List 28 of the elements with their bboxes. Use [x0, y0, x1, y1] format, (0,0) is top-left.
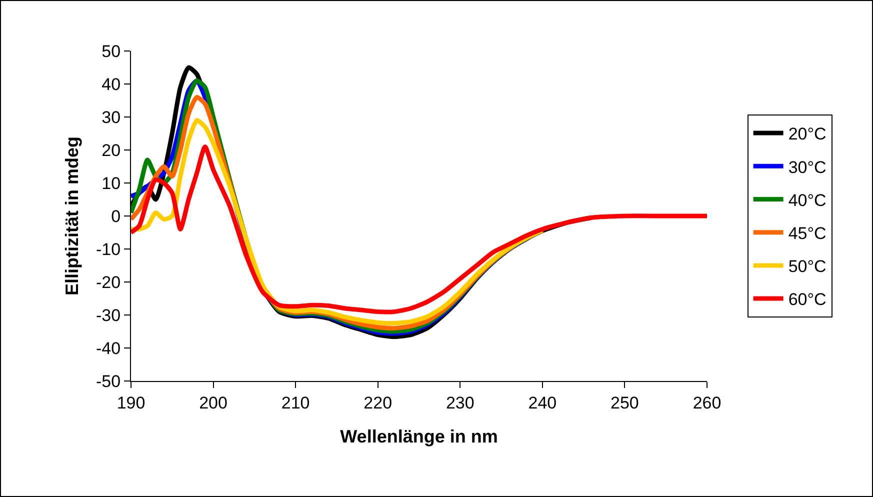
x-tick-label: 190	[116, 393, 146, 412]
x-tick-label: 250	[610, 393, 639, 412]
y-axis-title: Elliptizität in mdeg	[62, 136, 82, 296]
x-tick-label: 230	[446, 393, 474, 412]
x-tick-label: 200	[199, 393, 228, 412]
y-tick-label: 30	[102, 108, 121, 127]
x-tick-label: 240	[528, 393, 557, 412]
legend-label: 20°C	[788, 124, 826, 144]
legend-label: 60°C	[788, 290, 826, 310]
y-tick-label: 50	[102, 42, 121, 61]
y-tick-label: -20	[96, 272, 121, 292]
legend-label: 50°C	[788, 257, 826, 276]
legend-label: 40°C	[788, 190, 826, 210]
y-tick-label: -40	[96, 338, 121, 358]
line-series	[131, 144, 707, 314]
y-tick-label: -50	[96, 372, 121, 391]
y-tick-label: -10	[96, 240, 121, 259]
y-tick-label: 40	[102, 74, 121, 94]
y-tick-label: 10	[102, 174, 121, 193]
legend-label: 30°C	[788, 158, 826, 177]
x-tick-label: 210	[281, 393, 310, 412]
y-tick-label: -30	[96, 306, 121, 325]
y-tick-label: 20	[102, 140, 121, 160]
x-tick-label: 260	[692, 393, 722, 412]
x-tick-label: 220	[364, 393, 392, 412]
x-axis-title: Wellenlänge in nm	[340, 426, 498, 446]
y-tick-label: 0	[111, 206, 121, 226]
legend-label: 45°C	[788, 224, 826, 243]
